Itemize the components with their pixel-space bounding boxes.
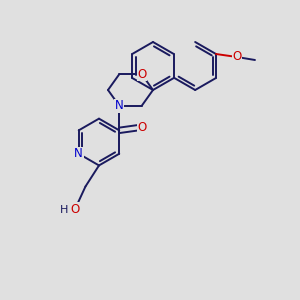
Text: O: O [137, 68, 146, 81]
Text: O: O [232, 50, 242, 64]
Text: O: O [70, 203, 80, 216]
Text: H: H [60, 206, 68, 215]
Text: N: N [115, 99, 124, 112]
Text: O: O [138, 121, 147, 134]
Text: N: N [74, 147, 83, 160]
